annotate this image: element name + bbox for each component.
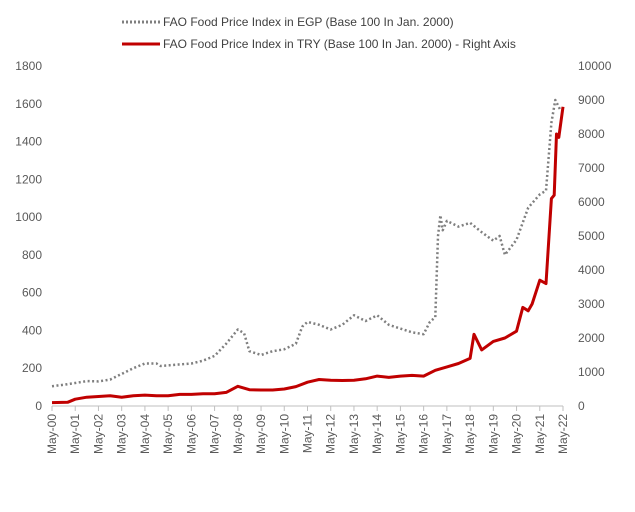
y-right-tick-label: 5000 (578, 229, 605, 243)
y-left-tick-label: 200 (22, 361, 42, 375)
y-left-tick-label: 0 (35, 399, 42, 413)
series-line-try (51, 106, 565, 405)
x-tick-label: May-02 (91, 414, 105, 454)
y-left-tick-label: 1400 (15, 135, 42, 149)
x-tick-label: May-21 (533, 414, 547, 454)
y-right-tick-label: 10000 (578, 59, 612, 73)
x-tick-label: May-04 (138, 414, 152, 454)
x-tick-label: May-05 (161, 414, 175, 454)
x-tick-label: May-09 (254, 414, 268, 454)
x-tick-label: May-03 (115, 414, 129, 454)
x-tick-label: May-07 (208, 414, 222, 454)
plot-area (51, 98, 565, 405)
x-tick-label: May-19 (486, 414, 500, 454)
y-left-tick-label: 600 (22, 286, 42, 300)
x-tick-label: May-06 (184, 414, 198, 454)
x-tick-label: May-17 (440, 414, 454, 454)
y-right-tick-label: 2000 (578, 331, 605, 345)
y-right-tick-label: 4000 (578, 263, 605, 277)
x-tick-label: May-00 (45, 414, 59, 454)
y-right-tick-label: 3000 (578, 297, 605, 311)
y-right-tick-label: 6000 (578, 195, 605, 209)
y-left-tick-label: 400 (22, 323, 42, 337)
x-tick-label: May-15 (393, 414, 407, 454)
x-tick-label: May-20 (510, 414, 524, 454)
x-tick-label: May-01 (68, 414, 82, 454)
y-right-tick-label: 8000 (578, 127, 605, 141)
legend: FAO Food Price Index in EGP (Base 100 In… (122, 15, 516, 51)
x-tick-label: May-18 (463, 414, 477, 454)
y-left-tick-label: 1000 (15, 210, 42, 224)
y-left-tick-label: 1600 (15, 97, 42, 111)
x-tick-label: May-08 (231, 414, 245, 454)
x-tick-label: May-11 (301, 414, 315, 453)
y-right-tick-label: 0 (578, 399, 585, 413)
x-tick-label: May-10 (277, 414, 291, 454)
legend-label-egp: FAO Food Price Index in EGP (Base 100 In… (163, 15, 454, 29)
x-tick-label: May-12 (324, 414, 338, 454)
axes: 0 200 400 600 800 1000 1200 1400 1600 1800 0 1000 20… (15, 59, 611, 454)
y-right-tick-label: 7000 (578, 161, 605, 175)
x-tick-label: May-13 (347, 414, 361, 454)
x-tick-label: May-16 (417, 414, 431, 454)
y-right-tick-label: 1000 (578, 365, 605, 379)
series-line-egp (51, 98, 562, 388)
x-tick-label: May-14 (370, 414, 384, 454)
y-left-tick-label: 1200 (15, 172, 42, 186)
x-tick-label: May-22 (556, 414, 570, 454)
y-right-tick-label: 9000 (578, 93, 605, 107)
y-left-tick-label: 800 (22, 248, 42, 262)
legend-label-try: FAO Food Price Index in TRY (Base 100 In… (163, 37, 516, 51)
y-left-tick-label: 1800 (15, 59, 42, 73)
